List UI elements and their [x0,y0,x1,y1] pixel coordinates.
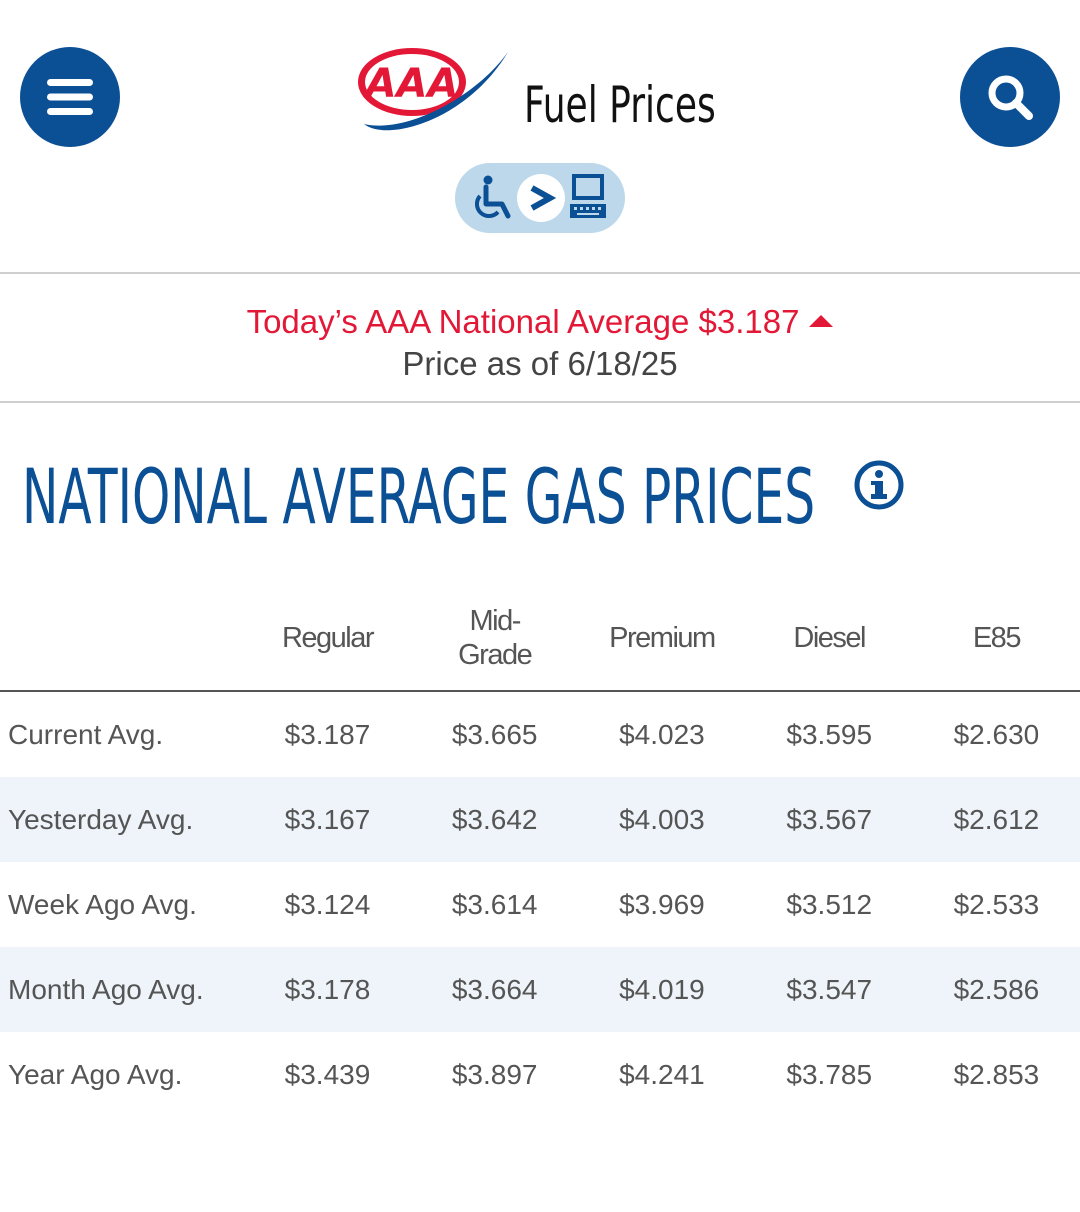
row-label: Year Ago Avg. [8,1058,183,1090]
svg-text:AAA: AAA [363,61,459,107]
price-cell: $4.023 [619,718,705,750]
table-header-row: Regular Mid- Grade Premium Diesel E85 [0,585,1080,692]
row-label: Month Ago Avg. [0,947,244,1032]
price-cell: $3.897 [451,1058,538,1090]
row-label: Current Avg. [8,718,164,750]
price-cell: $2.630 [953,718,1040,750]
column-header-mid-grade: Mid- Grade [411,585,579,692]
trend-up-arrow-icon [809,315,834,327]
gas-prices-table: Regular Mid- Grade Premium Diesel E85 Cur… [0,585,1080,1117]
price-cell: $3.664 [411,947,579,1032]
price-cell: $3.512 [786,888,873,920]
price-cell: $3.187 [284,718,371,750]
price-cell: $3.547 [745,947,913,1032]
site-header: AAA Fuel Prices [0,0,1080,272]
search-icon [988,75,1033,120]
price-cell: $3.614 [451,888,538,920]
price-cell: $3.785 [786,1058,873,1090]
aaa-logo: AAA [358,48,508,131]
column-header-e85: E85 [912,585,1080,692]
row-label: Week Ago Avg. [8,888,197,920]
price-cell: $3.167 [243,777,412,862]
price-cell: $3.665 [451,718,538,750]
price-cell: $3.439 [284,1058,371,1090]
price-cell: $3.595 [786,718,873,750]
price-cell: $4.241 [619,1058,705,1090]
price-cell: $3.567 [745,777,913,862]
table-row-yesterday: Yesterday Avg. $3.167 $3.642 $4.003 $3.5… [0,777,1080,862]
price-cell: $2.853 [953,1058,1040,1090]
brand-lockup[interactable]: AAA Fuel Prices [356,42,736,152]
price-date-text: Price as of 6/18/25 [402,345,678,382]
header-divider [0,272,1080,274]
price-cell: $3.178 [243,947,412,1032]
page-title: Fuel Prices [524,76,716,134]
price-cell: $3.969 [619,888,705,920]
table-row-week-ago: Week Ago Avg. $3.124 $3.614 $3.969 $3.51… [0,862,1080,947]
price-cell: $4.019 [578,947,746,1032]
price-cell: $2.533 [953,888,1040,920]
column-header-diesel: Diesel [745,585,913,692]
table-row-year-ago: Year Ago Avg. $3.439 $3.897 $4.241 $3.78… [0,1032,1080,1117]
national-average-text: Today’s AAA National Average $3.187 [246,303,800,340]
menu-button[interactable] [20,47,120,147]
table-row-month-ago: Month Ago Avg. $3.178 $3.664 $4.019 $3.5… [0,947,1080,1032]
column-header-premium: Premium [578,585,746,692]
section-title: NATIONAL AVERAGE GAS PRICES [22,452,816,541]
price-cell: $2.586 [912,947,1080,1032]
info-circle-icon[interactable] [854,460,904,510]
search-button[interactable] [960,47,1060,147]
table-row-current: Current Avg. $3.187 $3.665 $4.023 $3.595… [0,691,1080,777]
hamburger-menu-icon [47,79,93,115]
price-cell: $3.642 [411,777,579,862]
column-header-regular: Regular [243,585,412,692]
row-label-header [0,585,244,692]
banner-divider [0,401,1080,403]
accessibility-widget-icon[interactable] [446,162,636,236]
price-cell: $3.124 [284,888,371,920]
national-average-banner: Today’s AAA National Average $3.187 Pric… [0,300,1080,384]
price-cell: $2.612 [912,777,1080,862]
price-cell: $4.003 [578,777,746,862]
row-label: Yesterday Avg. [0,777,244,862]
